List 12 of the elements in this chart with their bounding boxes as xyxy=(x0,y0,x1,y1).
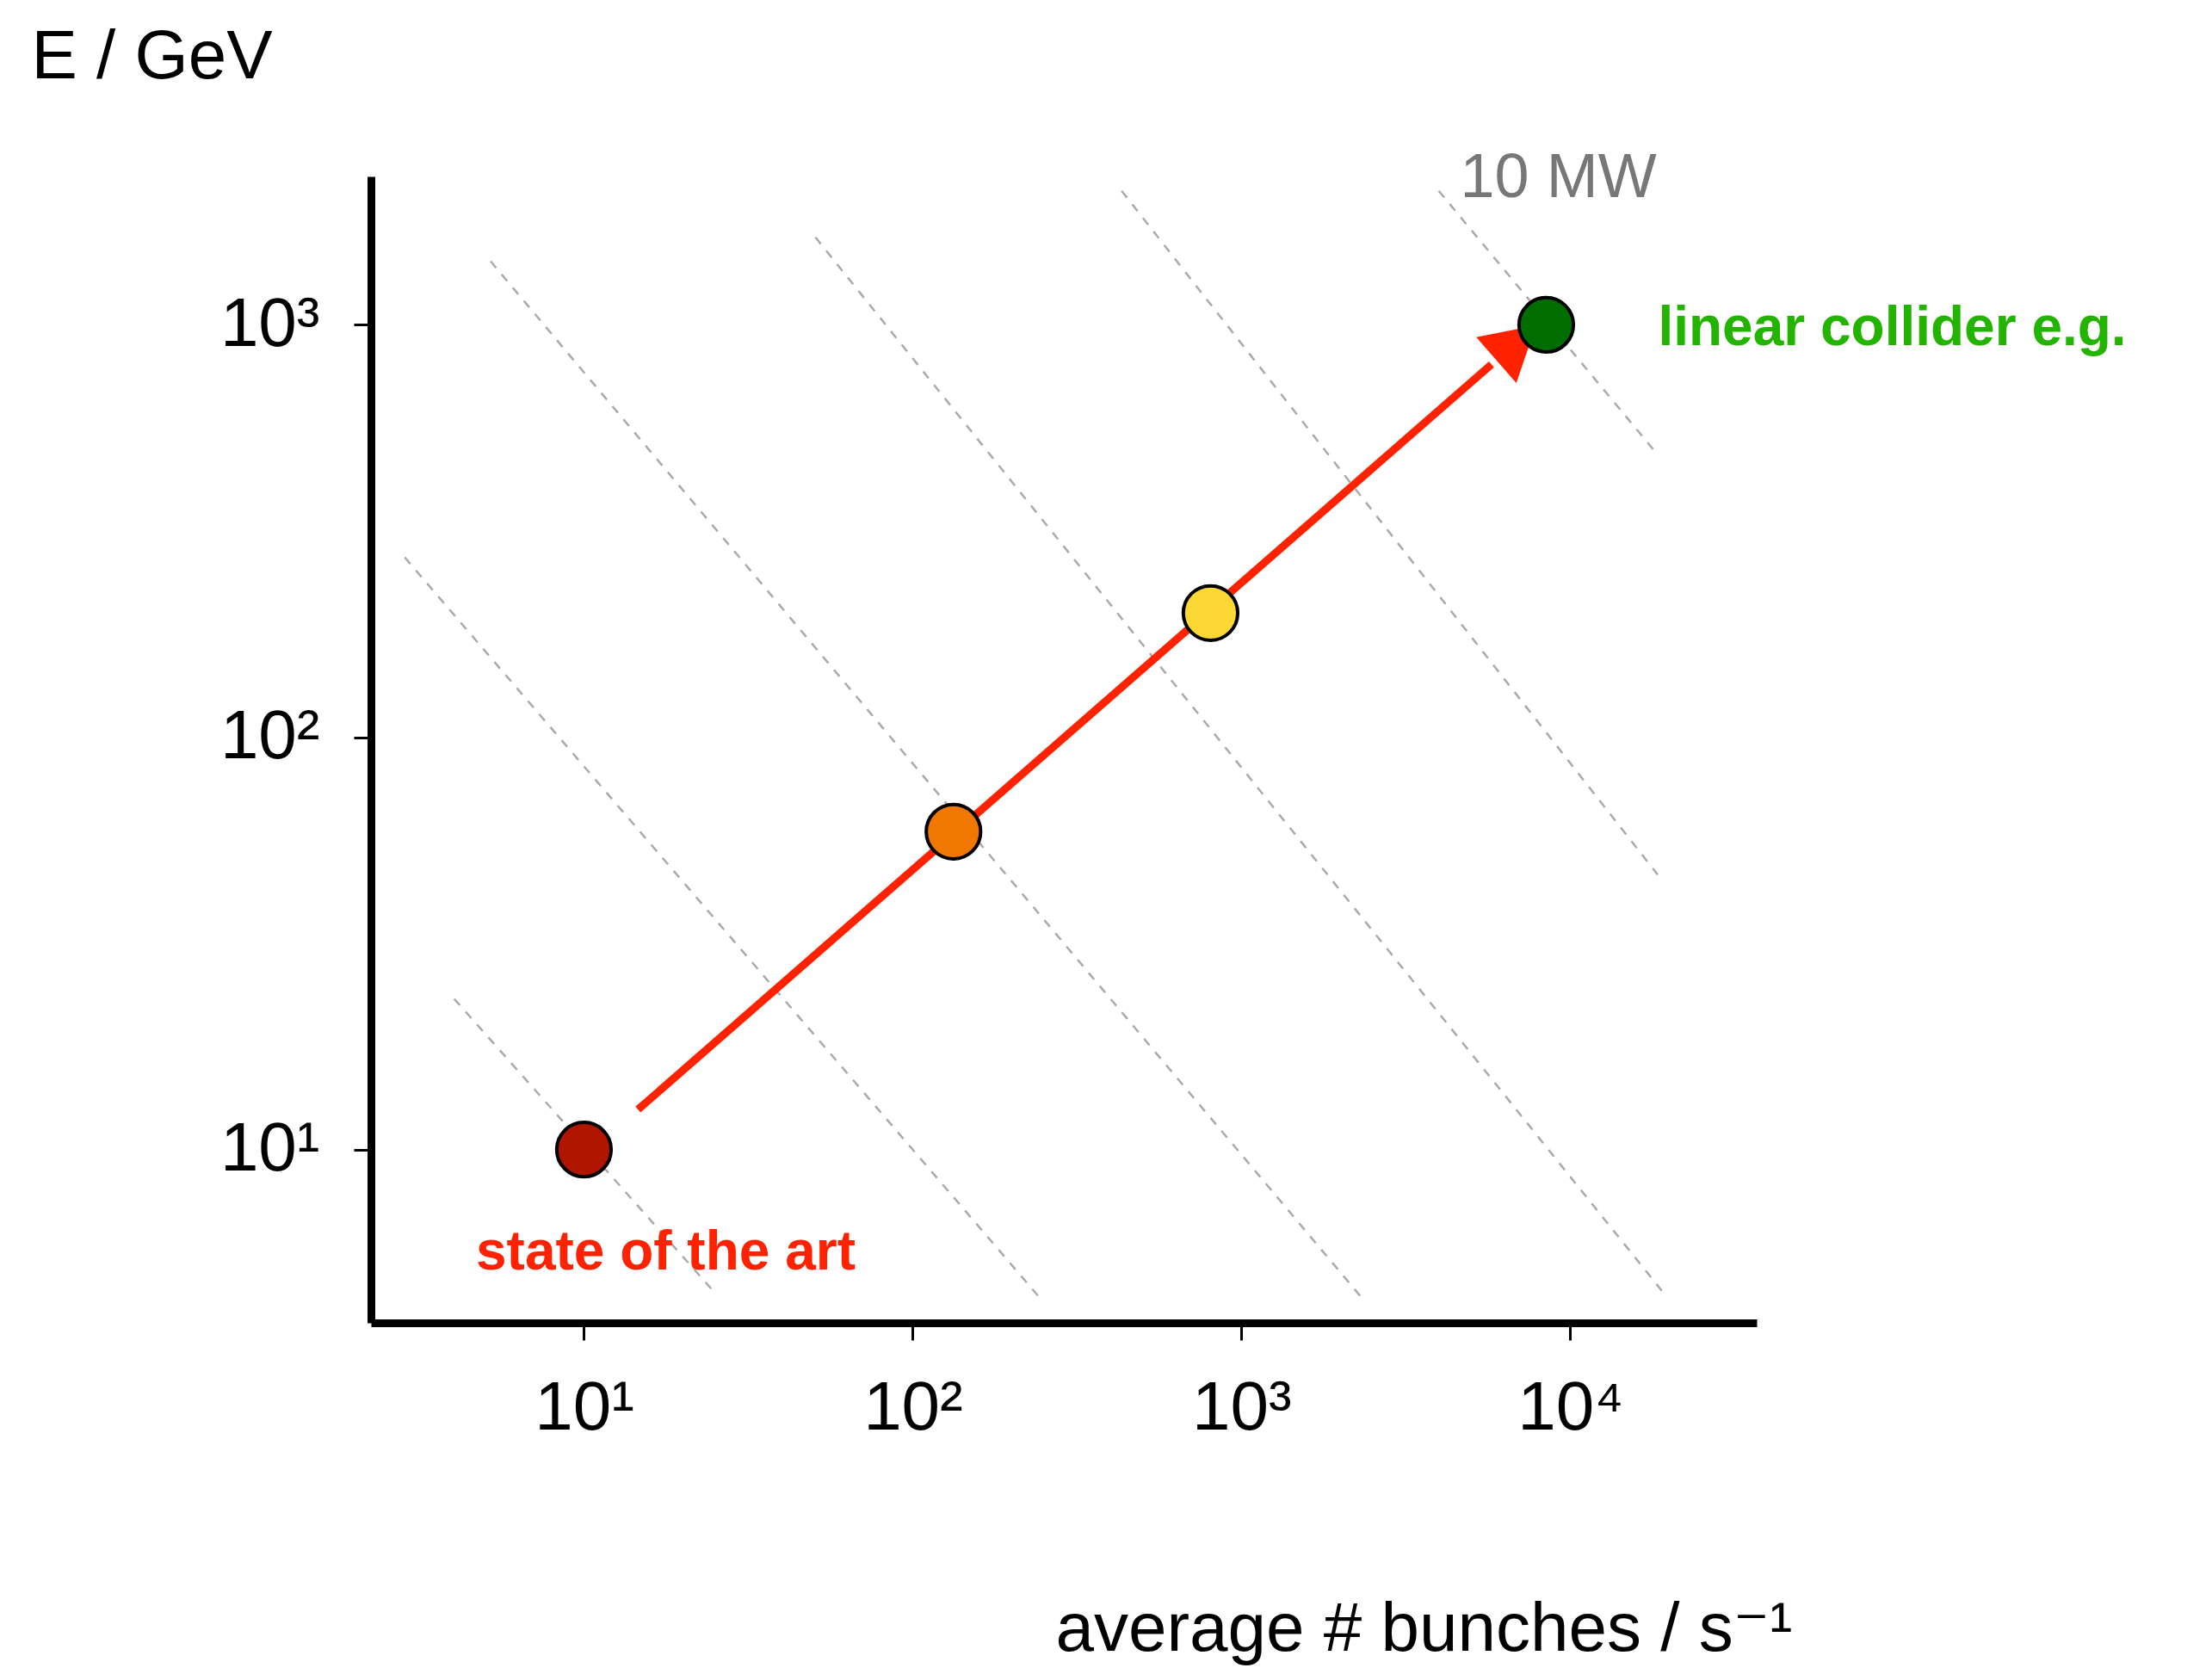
y-tick-label: 10² xyxy=(219,696,320,774)
x-tick-label: 10⁴ xyxy=(1517,1367,1624,1444)
y-tick-label: 10¹ xyxy=(219,1109,320,1186)
annotation: linear collider e.g. xyxy=(1658,295,2127,358)
x-axis-title: average # bunches / s⁻¹ xyxy=(1055,1588,1793,1665)
y-tick-label: 10³ xyxy=(219,283,320,361)
x-tick-label: 10¹ xyxy=(534,1367,634,1444)
x-tick-label: 10³ xyxy=(1192,1367,1292,1444)
annotation: state of the art xyxy=(475,1219,856,1282)
x-tick-label: 10² xyxy=(863,1367,963,1444)
series-label: 10 MW xyxy=(1460,140,1657,210)
y-axis-title: E / GeV xyxy=(31,15,274,93)
